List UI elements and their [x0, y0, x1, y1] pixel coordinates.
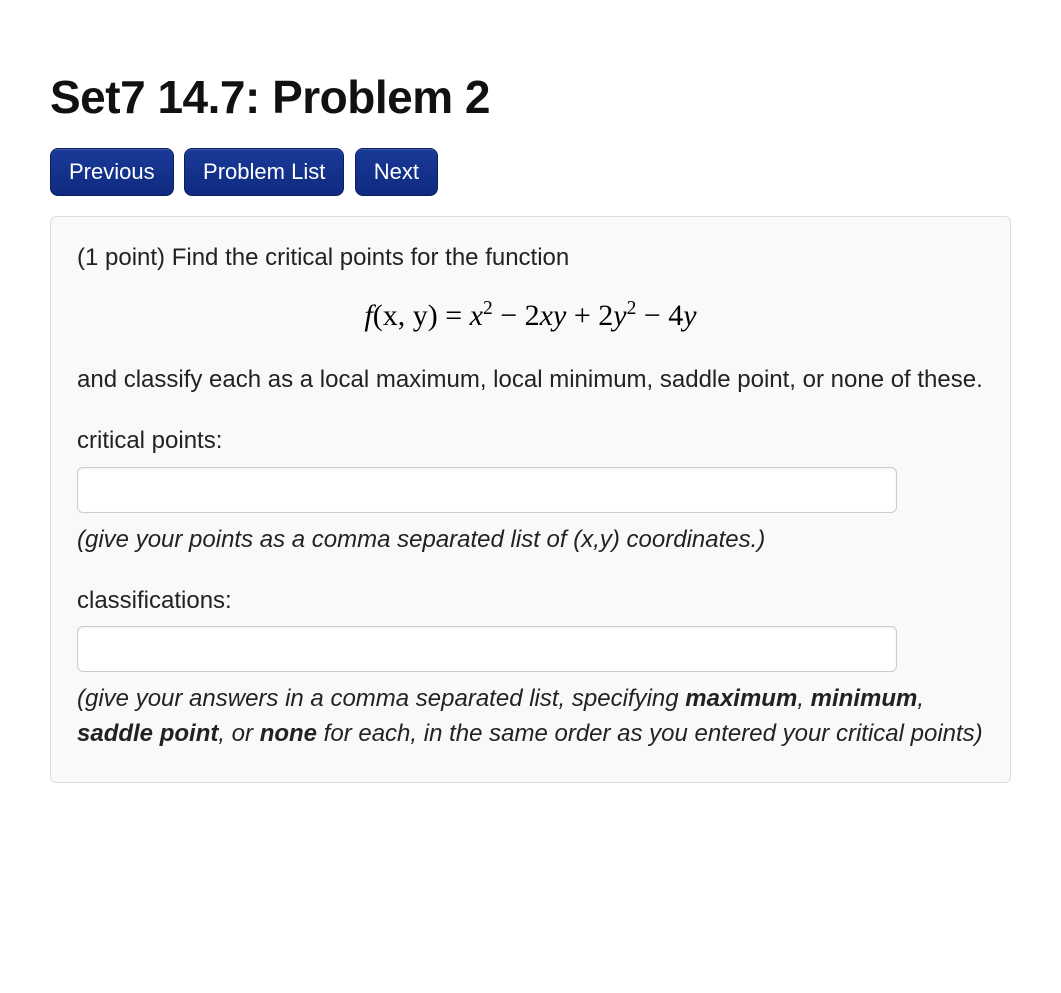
class-hint-none: none — [260, 720, 317, 747]
classifications-label: classifications: — [77, 584, 984, 619]
formula-x: x — [470, 299, 483, 332]
nav-button-row: Previous Problem List Next — [50, 148, 1011, 196]
intro-text: Find the critical points for the functio… — [172, 244, 570, 271]
formula-xy: xy — [540, 299, 567, 332]
formula-minus2: − 4 — [636, 299, 683, 332]
formula-y: y — [613, 299, 626, 332]
critical-points-input[interactable] — [77, 467, 897, 513]
class-hint-saddle: saddle point — [77, 720, 218, 747]
class-hint-pre: (give your answers in a comma separated … — [77, 685, 685, 712]
formula-y-exp: 2 — [627, 298, 637, 319]
problem-panel: (1 point) Find the critical points for t… — [50, 216, 1011, 783]
formula-y2: y — [683, 299, 696, 332]
class-hint-sep2: , — [917, 685, 924, 712]
critical-points-hint: (give your points as a comma separated l… — [77, 523, 984, 558]
class-hint-maximum: maximum — [685, 685, 797, 712]
classifications-hint: (give your answers in a comma separated … — [77, 682, 984, 752]
formula-minus1: − 2 — [493, 299, 540, 332]
formula-args: (x, y) — [373, 299, 438, 332]
formula-plus1: + 2 — [566, 299, 613, 332]
formula-func: f — [364, 299, 372, 332]
points-prefix: (1 point) — [77, 244, 172, 271]
class-hint-sep1: , — [797, 685, 810, 712]
critical-points-label: critical points: — [77, 424, 984, 459]
class-hint-minimum: minimum — [811, 685, 918, 712]
class-hint-sep3: , or — [218, 720, 259, 747]
class-hint-post: for each, in the same order as you enter… — [317, 720, 983, 747]
formula-equals: = — [438, 299, 470, 332]
page-title: Set7 14.7: Problem 2 — [50, 70, 1011, 124]
formula: f(x, y) = x2 − 2xy + 2y2 − 4y — [77, 294, 984, 338]
previous-button[interactable]: Previous — [50, 148, 174, 196]
problem-list-button[interactable]: Problem List — [184, 148, 344, 196]
formula-x-exp: 2 — [483, 298, 493, 319]
problem-intro: (1 point) Find the critical points for t… — [77, 241, 984, 276]
classifications-input[interactable] — [77, 626, 897, 672]
after-formula-text: and classify each as a local maximum, lo… — [77, 363, 984, 398]
next-button[interactable]: Next — [355, 148, 438, 196]
